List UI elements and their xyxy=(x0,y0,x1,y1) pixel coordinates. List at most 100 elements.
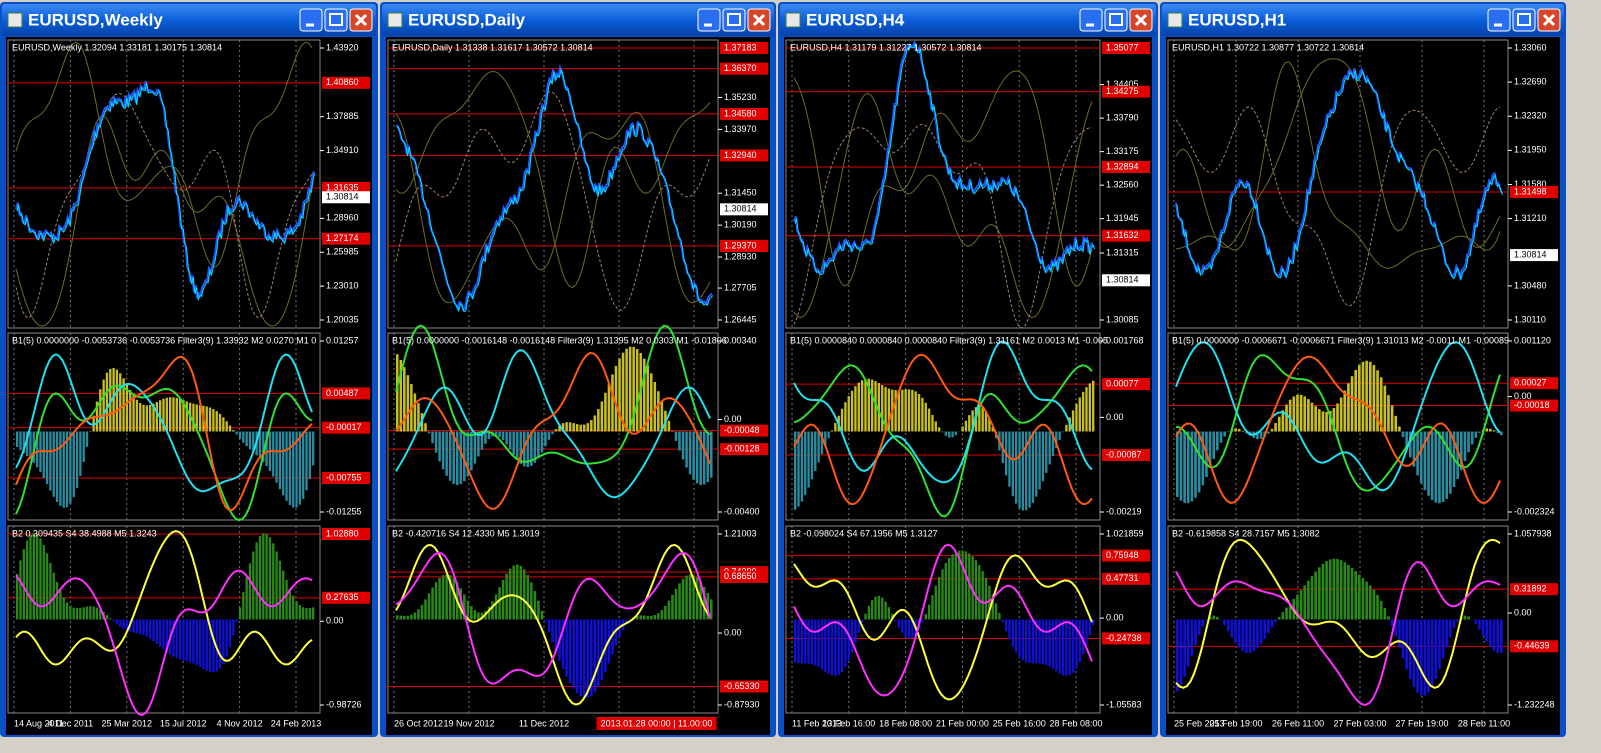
histogram-bar xyxy=(19,431,22,451)
histogram-bar xyxy=(1496,431,1499,433)
histogram-bar xyxy=(202,619,205,669)
histogram-bar xyxy=(1317,567,1321,620)
histogram-bar xyxy=(667,600,671,620)
histogram-bar xyxy=(1252,619,1256,652)
histogram-bar xyxy=(1408,431,1412,458)
histogram-bar xyxy=(954,551,958,620)
histogram-bar xyxy=(212,619,215,673)
histogram-bar xyxy=(1372,365,1376,432)
histogram-bar xyxy=(834,423,837,432)
scale-label: 1.27705 xyxy=(724,282,757,292)
icon xyxy=(1109,13,1123,26)
histogram-bar xyxy=(844,402,847,432)
window-icon xyxy=(387,12,403,28)
histogram-bar xyxy=(1058,431,1061,440)
histogram-bar xyxy=(32,533,35,620)
histogram-bar xyxy=(881,385,884,432)
maximize-button[interactable] xyxy=(324,8,348,32)
histogram-bar xyxy=(1270,619,1274,628)
histogram-bar xyxy=(1008,431,1011,487)
histogram-bar xyxy=(1416,619,1419,693)
histogram-bar xyxy=(797,619,800,664)
histogram-bar xyxy=(1387,616,1390,620)
histogram-bar xyxy=(470,431,473,471)
histogram-bar xyxy=(523,569,526,620)
histogram-bar xyxy=(554,429,558,432)
histogram-bar xyxy=(1004,619,1008,632)
panel-header: B2 -0.098024 S4 67.1956 M5 1.3127 xyxy=(790,528,938,538)
histogram-bar xyxy=(135,399,139,432)
level-label: 1.31498 xyxy=(1514,186,1547,196)
chart-window: EURUSD,Weekly EURUSD,Weekly 1.32094 1.331… xyxy=(0,2,378,737)
histogram-bar xyxy=(498,587,501,620)
histogram-bar xyxy=(16,573,19,620)
band-line xyxy=(15,115,313,327)
scale-label: 1.30190 xyxy=(724,220,757,230)
histogram-bar xyxy=(79,431,82,477)
histogram-bar xyxy=(1401,431,1405,438)
icon xyxy=(1134,13,1148,27)
histogram-bar xyxy=(494,594,498,620)
level-tag xyxy=(1102,378,1150,391)
histogram-bar xyxy=(1025,431,1028,511)
histogram-bar xyxy=(561,423,565,432)
histogram-bar xyxy=(1350,376,1354,432)
maximize-button[interactable] xyxy=(722,8,746,32)
level-tag xyxy=(720,680,768,693)
histogram-bar xyxy=(208,407,212,432)
histogram-bar xyxy=(1045,431,1048,473)
histogram-bar xyxy=(1299,394,1303,432)
level-tag xyxy=(1102,160,1150,173)
date-label: 15 Jul 2012 xyxy=(160,718,207,728)
minimize-button[interactable] xyxy=(1079,8,1103,32)
band-line xyxy=(793,92,1093,319)
histogram-bar xyxy=(593,619,597,693)
panel-header: B2 0.309435 S4 38.4988 M5 1.3243 xyxy=(12,528,157,538)
histogram-bar xyxy=(248,431,252,450)
scale-label: 1.25985 xyxy=(326,247,359,257)
histogram-bar xyxy=(1310,402,1314,432)
histogram-bar xyxy=(255,542,258,620)
histogram-bar xyxy=(1474,619,1478,625)
scale-label: 0.00 xyxy=(1514,391,1532,401)
histogram-bar xyxy=(1332,408,1336,432)
histogram-bar xyxy=(526,431,530,468)
histogram-bar xyxy=(1379,377,1383,432)
histogram-bar xyxy=(547,431,551,440)
histogram-bar xyxy=(635,349,639,432)
histogram-bar xyxy=(115,369,119,432)
level-tag xyxy=(1510,583,1558,596)
scale-label: 0.00 xyxy=(1514,607,1532,617)
histogram-bar xyxy=(448,431,452,481)
scale-label: -0.00400 xyxy=(724,506,760,516)
histogram-bar xyxy=(642,615,646,620)
histogram-bar xyxy=(295,431,298,508)
histogram-bar xyxy=(1441,431,1445,503)
histogram-bar xyxy=(590,619,593,696)
histogram-bar xyxy=(1212,615,1216,620)
histogram-bar xyxy=(685,431,688,468)
maximize-button[interactable] xyxy=(1512,8,1536,32)
histogram-bar xyxy=(175,619,178,659)
histogram-bar xyxy=(410,614,413,620)
histogram-bar xyxy=(695,577,699,620)
histogram-bar xyxy=(618,358,621,432)
histogram-bar xyxy=(614,365,618,432)
minimize-button[interactable] xyxy=(299,8,323,32)
scale-label: 1.30085 xyxy=(1106,314,1139,324)
window-title: EURUSD,H1 xyxy=(1188,10,1286,29)
scale-label: 0.00 xyxy=(1106,412,1124,422)
minimize-button[interactable] xyxy=(697,8,721,32)
band-line xyxy=(15,41,313,268)
histogram-bar xyxy=(1277,617,1281,620)
minimize-button[interactable] xyxy=(1487,8,1511,32)
scale-label: 1.021859 xyxy=(1106,528,1144,538)
histogram-bar xyxy=(396,615,399,620)
histogram-bar xyxy=(198,405,202,432)
histogram-bar xyxy=(1481,619,1485,636)
icon xyxy=(727,13,741,26)
level-tag xyxy=(322,528,370,540)
maximize-button[interactable] xyxy=(1104,8,1128,32)
date-label: 18 Feb 08:00 xyxy=(879,718,932,728)
histogram-bar xyxy=(1081,619,1085,655)
